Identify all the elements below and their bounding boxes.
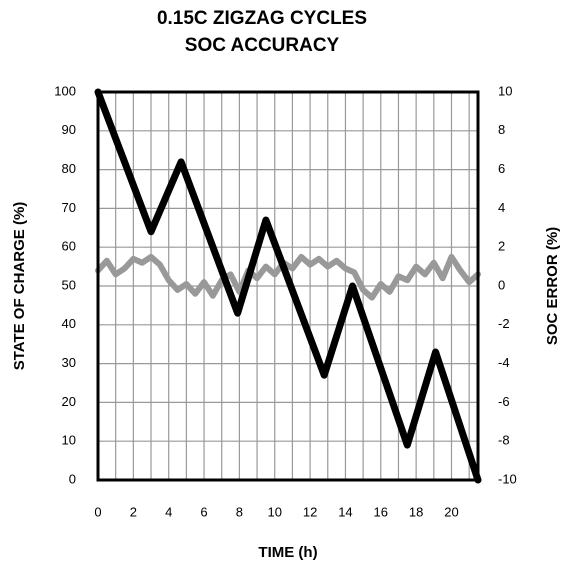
y2-tick-label: -2 bbox=[498, 316, 510, 331]
x-tick-label: 12 bbox=[303, 504, 317, 519]
x-tick-label: 4 bbox=[165, 504, 172, 519]
y2-tick-label: -6 bbox=[498, 394, 510, 409]
x-tick-label: 20 bbox=[444, 504, 458, 519]
y-tick-label: 60 bbox=[62, 239, 76, 254]
y2-tick-label: -10 bbox=[498, 471, 517, 486]
y2-axis-label: SOC ERROR (%) bbox=[544, 227, 561, 345]
x-tick-label: 14 bbox=[338, 504, 352, 519]
x-tick-label: 6 bbox=[200, 504, 207, 519]
y-tick-label: 20 bbox=[62, 394, 76, 409]
x-tick-label: 8 bbox=[236, 504, 243, 519]
y2-tick-label: 8 bbox=[498, 122, 505, 137]
x-tick-label: 18 bbox=[409, 504, 423, 519]
series-line bbox=[95, 253, 481, 301]
y-tick-label: 50 bbox=[62, 277, 76, 292]
y-tick-label: 10 bbox=[62, 433, 76, 448]
y-axis-label: STATE OF CHARGE (%) bbox=[11, 202, 28, 371]
chart-title: SOC ACCURACY bbox=[185, 35, 340, 56]
y2-tick-label: 0 bbox=[498, 277, 505, 292]
x-axis-label: TIME (h) bbox=[258, 544, 317, 561]
plot-border bbox=[96, 90, 480, 482]
x-tick-label: 0 bbox=[94, 504, 101, 519]
y2-tick-label: -8 bbox=[498, 433, 510, 448]
series-line bbox=[94, 88, 482, 484]
y2-tick-label: -4 bbox=[498, 355, 510, 370]
chart-title: 0.15C ZIGZAG CYCLES bbox=[157, 8, 367, 29]
y2-tick-label: 4 bbox=[498, 200, 505, 215]
x-tick-label: 2 bbox=[130, 504, 137, 519]
y-tick-label: 30 bbox=[62, 355, 76, 370]
y-tick-label: 70 bbox=[62, 200, 76, 215]
y-tick-label: 80 bbox=[62, 161, 76, 176]
y-tick-label: 90 bbox=[62, 122, 76, 137]
y-tick-label: 0 bbox=[69, 471, 76, 486]
y-tick-label: 40 bbox=[62, 316, 76, 331]
y-tick-label: 100 bbox=[54, 83, 76, 98]
y2-tick-label: 10 bbox=[498, 83, 512, 98]
y2-tick-label: 6 bbox=[498, 161, 505, 176]
x-tick-label: 16 bbox=[374, 504, 388, 519]
y2-tick-label: 2 bbox=[498, 239, 505, 254]
x-tick-label: 10 bbox=[268, 504, 282, 519]
